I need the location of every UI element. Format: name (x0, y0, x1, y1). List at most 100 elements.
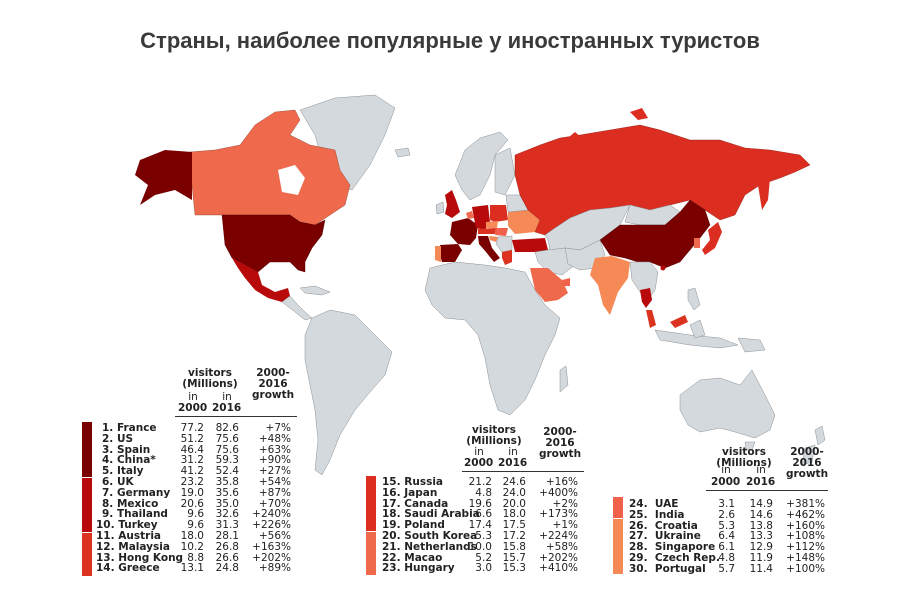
header-growth-3: growth (252, 389, 295, 401)
table-row: 22. Macao 5.2 15.7 +202% (382, 551, 578, 564)
table-row: 12. Malaysia 10.2 26.8 +163% (96, 540, 291, 553)
table-header: visitors (Millions) in in 2000 2016 2000… (613, 447, 833, 505)
region-malaysia (646, 310, 656, 328)
region-usa (221, 214, 326, 273)
header-year-2016: 2016 (746, 476, 776, 488)
header-growth-1: 2000- (256, 367, 290, 379)
legend-swatch-tier2 (82, 478, 92, 532)
region-south-america (304, 309, 393, 476)
header-millions: (Millions) (716, 457, 772, 469)
table-row: 27. Ukraine 6.4 13.3 +108% (629, 530, 825, 543)
region-hungary (495, 228, 508, 236)
region-japan (702, 222, 722, 255)
header-growth-1: 2000- (790, 446, 824, 458)
region-russia-islands (556, 132, 582, 158)
header-in-2016: in (756, 464, 766, 476)
header-in-2016: in (508, 446, 518, 458)
table-row: 25. India 2.6 14.6 +462% (629, 508, 825, 521)
table-row: 3. Spain 46.4 75.6 +63% (102, 443, 291, 456)
header-year-2000: 2000 (464, 457, 494, 469)
table-row: 14. Greece 13.1 24.8 +89% (96, 562, 291, 575)
table-row: 26. Croatia 5.3 13.8 +160% (629, 519, 825, 532)
region-africa (424, 261, 561, 416)
table-row: 28. Singapore 6.1 12.9 +112% (629, 541, 825, 554)
region-italy (478, 236, 500, 262)
legend-swatch-tier7 (613, 519, 623, 574)
legend-swatch-tier1 (82, 422, 92, 477)
region-france (450, 218, 478, 245)
region-poland (490, 205, 508, 222)
header-year-2000: 2000 (711, 476, 741, 488)
table-row: 29. Czech Rep. 4.8 11.9 +148% (629, 551, 825, 564)
region-hong-kong (660, 265, 666, 271)
table-row: 18. Saudi Arabia 6.6 18.0 +173% (382, 508, 578, 521)
table-row: 21. Netherlands 10.0 15.8 +58% (382, 540, 578, 553)
legend-swatch-tier6 (613, 497, 623, 518)
region-turkey (512, 238, 548, 252)
region-russia (514, 124, 811, 236)
region-new-zealand (814, 425, 826, 446)
region-uk (445, 190, 460, 218)
header-visitors: visitors (188, 367, 232, 379)
table-row: 15. Russia 21.2 24.6 +16% (382, 476, 578, 488)
region-netherlands (466, 211, 474, 219)
legend-swatch-tier4 (366, 476, 376, 531)
table-row: 24. UAE 3.1 14.9 +381% (629, 498, 825, 510)
table-row: 5. Italy 41.2 52.4 +27% (102, 465, 291, 478)
table-row: 8. Mexico 20.6 35.0 +70% (102, 497, 291, 510)
region-spain (440, 244, 462, 262)
table-row: 16. Japan 4.8 24.0 +400% (382, 486, 578, 499)
region-uae (562, 278, 570, 286)
region-ukraine (508, 210, 540, 234)
map-title: Страны, наиболее популярные у иностранны… (140, 28, 760, 53)
ranking-table-3: visitors (Millions) in in 2000 2016 2000… (613, 447, 833, 574)
header-millions: (Millions) (466, 435, 522, 447)
table-row: 19. Poland 17.4 17.5 +1% (382, 519, 578, 532)
region-india (590, 256, 630, 315)
region-austria (478, 228, 496, 234)
table-row: 7. Germany 19.0 35.6 +87% (102, 486, 291, 499)
legend-swatch-tier3 (82, 533, 92, 576)
region-czech (486, 221, 498, 228)
header-growth-2: 2016 (545, 437, 575, 449)
table-row: 20. South Korea 5.3 17.2 +224% (382, 529, 578, 542)
region-thailand (640, 288, 652, 308)
region-mexico (232, 258, 290, 302)
table-row: 9. Thailand 9.6 32.6 +240% (102, 508, 291, 521)
header-in-2000: in (188, 391, 198, 403)
header-millions: (Millions) (182, 378, 238, 390)
table-row: 11. Austria 18.0 28.1 +56% (96, 529, 291, 542)
table-row: 30. Portugal 5.7 11.4 +100% (629, 562, 825, 575)
header-growth-3: growth (538, 448, 582, 460)
ranking-table-1: visitors (Millions) in in 2000 2016 2000… (82, 368, 297, 576)
region-portugal (435, 246, 441, 262)
header-in-2000: in (721, 464, 731, 476)
table-row: 23. Hungary 3.0 15.3 +410% (382, 562, 578, 575)
header-growth-2: 2016 (792, 457, 822, 469)
table-row: 6. UK 23.2 35.8 +54% (102, 475, 291, 488)
ranking-table-2: visitors (Millions) in in 2000 2016 2000… (366, 425, 586, 575)
table-row: 17. Canada 19.6 20.0 +2% (382, 497, 578, 510)
header-growth-3: growth (785, 468, 829, 480)
table-row: 2. US 51.2 75.6 +48% (102, 432, 291, 445)
region-germany (472, 205, 490, 230)
header-visitors: visitors (722, 446, 766, 458)
region-australia (679, 369, 776, 439)
header-in-2000: in (474, 446, 484, 458)
table-row: 1. France 77.2 82.6 +7% (102, 422, 291, 434)
header-year-2016: 2016 (212, 402, 242, 414)
header-in-2016: in (222, 391, 232, 403)
table-header: visitors (Millions) in in 2000 2016 2000… (366, 425, 586, 483)
region-alaska (135, 150, 192, 205)
table-row: 13. Hong Kong 8.8 26.6 +202% (96, 551, 291, 564)
table-header: visitors (Millions) in in 2000 2016 2000… (82, 368, 297, 426)
header-growth-2: 2016 (258, 378, 288, 390)
legend-swatch-tier5 (366, 532, 376, 575)
header-year-2000: 2000 (178, 402, 208, 414)
table-row: 4. China* 31.2 59.3 +90% (102, 454, 291, 467)
header-year-2016: 2016 (498, 457, 528, 469)
header-growth-1: 2000- (543, 426, 577, 438)
region-south-korea (694, 238, 700, 248)
region-croatia (489, 236, 498, 242)
